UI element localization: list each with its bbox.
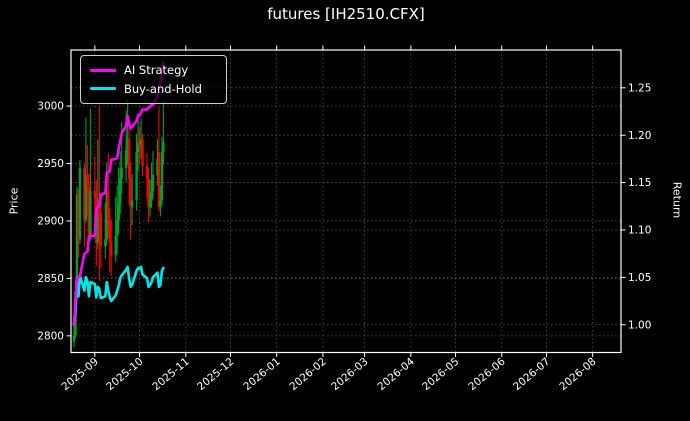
buy-and-hold-line-swatch	[90, 87, 116, 90]
svg-text:1.00: 1.00	[628, 319, 651, 331]
svg-text:1.05: 1.05	[628, 272, 651, 284]
svg-text:1.20: 1.20	[628, 130, 651, 142]
svg-text:2025-11: 2025-11	[150, 356, 191, 393]
candlesticks	[72, 99, 165, 348]
legend-label-buy-and-hold: Buy-and-Hold	[124, 81, 202, 96]
svg-text:2026-04: 2026-04	[375, 355, 417, 393]
gridlines	[71, 50, 621, 353]
legend-item-buy-and-hold: Buy-and-Hold	[90, 82, 217, 96]
svg-text:2900: 2900	[37, 216, 64, 228]
legend: AI Strategy Buy-and-Hold	[80, 55, 227, 104]
price-axis-label: Price	[7, 187, 21, 215]
svg-text:2026-01: 2026-01	[241, 356, 282, 393]
svg-text:2026-05: 2026-05	[420, 356, 461, 393]
svg-text:2026-08: 2026-08	[557, 356, 598, 393]
legend-item-ai-strategy: AI Strategy	[90, 63, 217, 77]
svg-text:2025-12: 2025-12	[195, 356, 236, 393]
plot-border	[70, 49, 622, 354]
svg-text:3000: 3000	[37, 101, 64, 113]
svg-text:2026-02: 2026-02	[288, 356, 329, 393]
svg-text:1.25: 1.25	[628, 82, 651, 94]
svg-text:2800: 2800	[37, 330, 64, 342]
ai-strategy-line-swatch	[90, 69, 116, 72]
chart-title: futures [IH2510.CFX]	[267, 5, 425, 23]
svg-text:2025-09: 2025-09	[59, 356, 100, 393]
return-axis-label: Return	[670, 181, 684, 219]
svg-text:2026-03: 2026-03	[329, 356, 370, 393]
ai-strategy-line	[72, 60, 165, 327]
svg-text:1.15: 1.15	[628, 177, 651, 189]
svg-text:2026-06: 2026-06	[466, 355, 508, 393]
svg-text:1.10: 1.10	[628, 225, 651, 237]
svg-text:2950: 2950	[37, 158, 64, 170]
buy-and-hold-line	[72, 265, 165, 327]
legend-label-ai-strategy: AI Strategy	[124, 63, 189, 78]
svg-text:2850: 2850	[37, 273, 64, 285]
svg-text:2026-07: 2026-07	[511, 356, 552, 393]
svg-text:2025-10: 2025-10	[104, 356, 145, 393]
